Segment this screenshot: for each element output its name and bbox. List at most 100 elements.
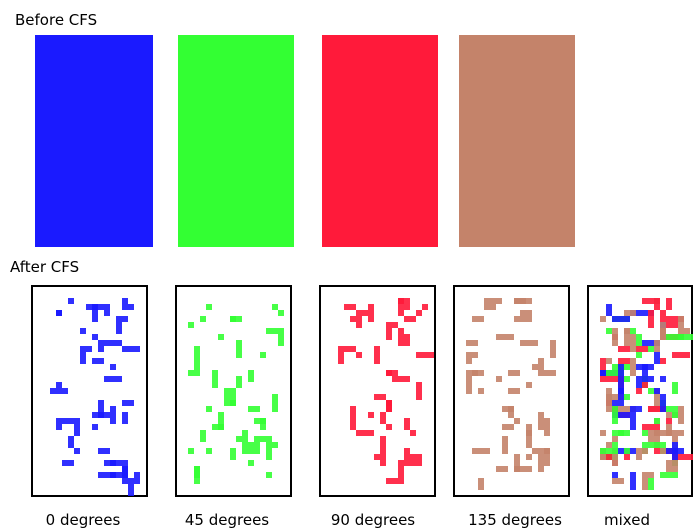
- pixel-cluster: [386, 478, 404, 484]
- pixel-cluster: [618, 412, 636, 418]
- pixel-cluster: [466, 388, 472, 394]
- pixel-cluster: [218, 334, 224, 340]
- pixel-cluster: [654, 388, 660, 394]
- pixel-cluster: [92, 424, 98, 430]
- cfs-panel: [454, 286, 569, 496]
- pixel-cluster: [266, 442, 272, 460]
- pixel-cluster: [74, 430, 80, 436]
- pixel-cluster: [386, 370, 392, 376]
- pixel-cluster: [398, 460, 404, 478]
- pixel-cluster: [666, 298, 672, 310]
- pixel-cluster: [648, 430, 654, 442]
- pixel-cluster: [230, 316, 236, 322]
- pixel-cluster: [248, 460, 254, 466]
- pixel-cluster: [122, 400, 134, 406]
- pixel-cluster: [56, 310, 62, 316]
- pixel-cluster: [212, 370, 218, 388]
- pixel-cluster: [122, 412, 128, 424]
- pixel-cluster: [472, 448, 490, 454]
- pixel-cluster: [398, 298, 410, 304]
- pixel-cluster: [272, 304, 278, 310]
- pixel-cluster: [612, 442, 618, 454]
- pixel-cluster: [672, 382, 678, 394]
- pixel-cluster: [92, 358, 104, 364]
- pixel-cluster: [200, 436, 206, 442]
- pixel-cluster: [672, 412, 678, 418]
- pixel-cluster: [642, 382, 648, 388]
- pixel-cluster: [600, 454, 606, 460]
- pixel-cluster: [642, 298, 660, 304]
- pixel-cluster: [472, 316, 484, 322]
- pixel-cluster: [666, 424, 672, 436]
- pixel-cluster: [526, 454, 532, 460]
- pixel-cluster: [472, 370, 478, 376]
- pixel-cluster: [206, 406, 212, 412]
- pixel-cluster: [660, 448, 666, 454]
- pixel-cluster: [278, 334, 284, 346]
- pixel-cluster: [404, 334, 410, 346]
- pixel-cluster: [538, 412, 544, 430]
- pixel-cluster: [466, 352, 472, 364]
- pixel-cluster: [194, 358, 200, 376]
- pixel-cluster: [600, 376, 618, 382]
- pixel-cluster: [666, 460, 678, 466]
- pixel-cluster: [356, 310, 368, 316]
- pixel-cluster: [272, 442, 278, 448]
- pixel-cluster: [218, 412, 224, 430]
- pixel-cluster: [508, 388, 520, 394]
- pixel-cluster: [514, 418, 520, 424]
- pixel-cluster: [478, 388, 484, 394]
- pixel-cluster: [194, 466, 200, 484]
- pixel-cluster: [642, 472, 648, 490]
- pixel-cluster: [380, 412, 386, 418]
- pixel-cluster: [56, 382, 62, 388]
- section-title: Before CFS: [15, 11, 97, 29]
- pixel-cluster: [200, 316, 206, 322]
- color-swatch: [459, 35, 575, 247]
- pixel-cluster: [502, 436, 508, 454]
- pixel-cluster: [242, 430, 248, 448]
- pixel-cluster: [630, 328, 636, 334]
- pixel-cluster: [642, 430, 648, 436]
- section-title: After CFS: [10, 258, 79, 276]
- pixel-cluster: [404, 448, 410, 466]
- pixel-cluster: [110, 472, 116, 478]
- pixel-cluster: [636, 334, 642, 346]
- pixel-cluster: [624, 430, 630, 436]
- pixel-cluster: [544, 418, 550, 436]
- pixel-cluster: [128, 478, 134, 496]
- pixel-cluster: [508, 406, 514, 418]
- pixel-cluster: [104, 304, 110, 316]
- pixel-cluster: [374, 394, 386, 400]
- pixel-cluster: [618, 388, 624, 406]
- pixel-cluster: [666, 466, 678, 472]
- pixel-cluster: [68, 298, 74, 304]
- pixel-cluster: [266, 472, 272, 478]
- pixel-cluster: [648, 310, 654, 328]
- panel-label: 135 degrees: [468, 511, 562, 529]
- pixel-cluster: [642, 442, 660, 448]
- pixel-cluster: [80, 352, 86, 364]
- pixel-cluster: [68, 436, 74, 448]
- pixel-cluster: [636, 376, 642, 388]
- pixel-cluster: [526, 430, 532, 448]
- pixel-cluster: [636, 388, 642, 394]
- pixel-cluster: [484, 298, 502, 304]
- pixel-cluster: [116, 316, 122, 334]
- pixel-cluster: [410, 430, 416, 436]
- pixel-cluster: [600, 370, 606, 376]
- pixel-cluster: [496, 466, 508, 472]
- pixel-cluster: [386, 322, 392, 340]
- pixel-cluster: [660, 376, 666, 382]
- pixel-cluster: [666, 406, 678, 412]
- pixel-cluster: [618, 346, 630, 352]
- cfs-panel: [32, 286, 147, 496]
- pixel-cluster: [606, 406, 612, 412]
- pixel-cluster: [380, 436, 386, 448]
- pixel-cluster: [618, 358, 630, 364]
- pixel-cluster: [624, 376, 630, 382]
- pixel-cluster: [648, 376, 654, 382]
- pixel-cluster: [188, 448, 194, 454]
- pixel-cluster: [206, 304, 212, 310]
- cfs-panel: [588, 286, 693, 496]
